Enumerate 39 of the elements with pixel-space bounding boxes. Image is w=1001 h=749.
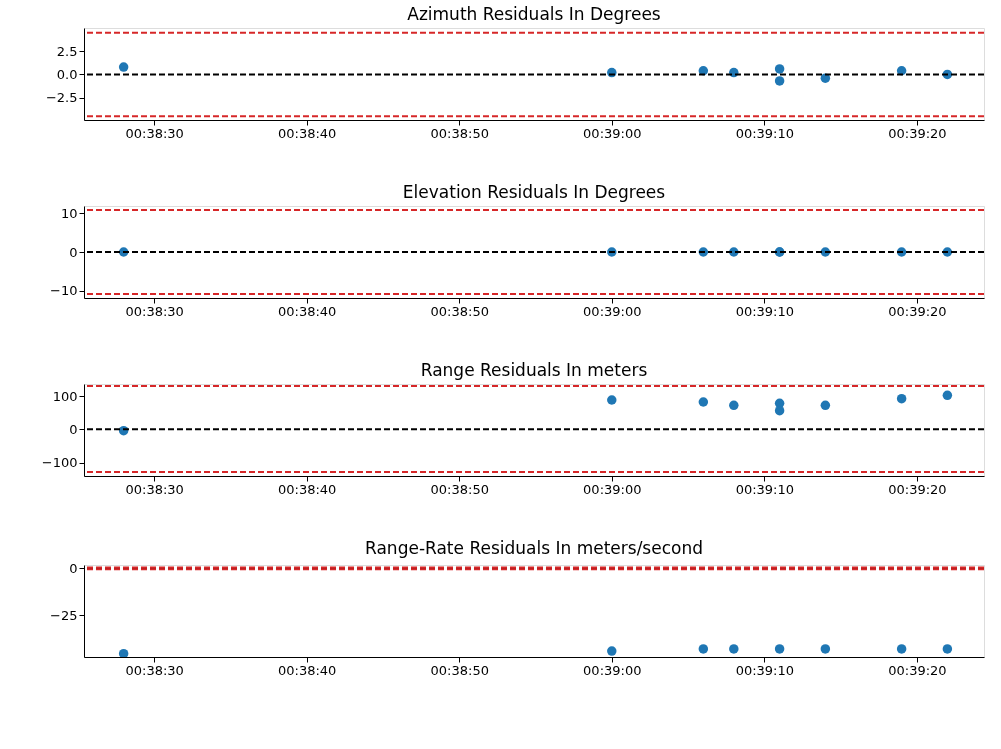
x-tick-label: 00:39:20 — [888, 662, 947, 678]
x-tick-label: 00:39:00 — [583, 125, 642, 141]
x-tick-label: 00:38:40 — [277, 481, 337, 497]
y-tick-label: 10 — [60, 205, 78, 221]
x-tick-label: 00:39:20 — [888, 303, 947, 319]
y-tick-label: 0.0 — [56, 66, 78, 82]
x-tick-label: 00:39:10 — [735, 125, 795, 141]
chart-title: Azimuth Residuals In Degrees — [407, 4, 661, 24]
chart-title: Elevation Residuals In Degrees — [402, 182, 666, 202]
y-tick-label: −100 — [41, 455, 78, 471]
x-tick-label: 00:39:00 — [583, 481, 642, 497]
chart-title: Range-Rate Residuals In meters/second — [365, 538, 703, 559]
x-tick-label: 00:39:10 — [735, 303, 795, 319]
y-tick-label: 0 — [69, 560, 78, 576]
y-tick-label: −2.5 — [45, 90, 78, 106]
x-tick-label: 00:38:40 — [277, 303, 337, 319]
y-tick-label: 0 — [69, 421, 78, 437]
y-tick-label: 0 — [69, 244, 78, 260]
x-tick-label: 00:39:20 — [888, 481, 947, 497]
x-tick-label: 00:38:50 — [430, 662, 489, 678]
x-tick-label: 00:38:30 — [125, 303, 184, 319]
y-tick-label: 2.5 — [56, 43, 78, 59]
y-tick-label: 100 — [52, 388, 78, 404]
x-tick-label: 00:38:40 — [277, 662, 337, 678]
chart-title: Range Residuals In meters — [420, 360, 648, 380]
x-tick-label: 00:38:30 — [125, 481, 184, 497]
x-tick-label: 00:39:00 — [583, 303, 642, 319]
x-tick-label: 00:39:10 — [735, 481, 795, 497]
x-tick-label: 00:38:50 — [430, 481, 489, 497]
y-tick-label: −25 — [50, 607, 78, 623]
y-tick-label: −10 — [50, 283, 78, 299]
x-tick-label: 00:39:00 — [583, 662, 642, 678]
x-tick-label: 00:38:40 — [277, 125, 337, 141]
x-tick-label: 00:38:50 — [430, 125, 489, 141]
x-tick-label: 00:39:10 — [735, 662, 795, 678]
x-tick-label: 00:38:50 — [430, 303, 489, 319]
x-tick-label: 00:39:20 — [888, 125, 947, 141]
x-tick-label: 00:38:30 — [125, 125, 184, 141]
x-tick-label: 00:38:30 — [125, 662, 184, 678]
